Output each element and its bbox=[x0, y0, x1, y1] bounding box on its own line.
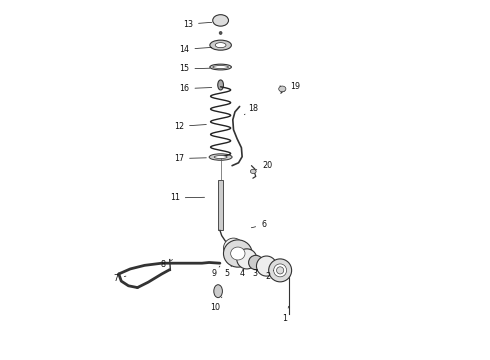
Ellipse shape bbox=[213, 66, 228, 68]
Ellipse shape bbox=[214, 156, 227, 158]
Ellipse shape bbox=[256, 256, 276, 276]
Text: 19: 19 bbox=[285, 82, 300, 91]
Text: 4: 4 bbox=[239, 269, 245, 278]
Ellipse shape bbox=[214, 285, 222, 298]
Text: 3: 3 bbox=[252, 269, 258, 278]
Ellipse shape bbox=[209, 154, 232, 160]
Text: 5: 5 bbox=[225, 266, 231, 278]
Ellipse shape bbox=[210, 64, 231, 70]
Text: 16: 16 bbox=[179, 84, 212, 93]
Ellipse shape bbox=[219, 32, 222, 35]
Text: 14: 14 bbox=[179, 45, 212, 54]
Ellipse shape bbox=[223, 238, 244, 258]
Ellipse shape bbox=[248, 255, 263, 270]
Ellipse shape bbox=[276, 267, 284, 274]
Ellipse shape bbox=[274, 264, 287, 277]
Text: 9: 9 bbox=[211, 266, 220, 278]
Ellipse shape bbox=[210, 40, 231, 50]
Ellipse shape bbox=[223, 240, 252, 267]
Text: 1: 1 bbox=[282, 306, 289, 323]
Ellipse shape bbox=[250, 169, 256, 174]
Ellipse shape bbox=[237, 249, 257, 269]
Text: 10: 10 bbox=[210, 297, 222, 312]
Text: 8: 8 bbox=[160, 260, 172, 270]
Text: 7: 7 bbox=[114, 274, 126, 283]
Ellipse shape bbox=[215, 42, 226, 48]
Ellipse shape bbox=[218, 80, 223, 90]
Text: 18: 18 bbox=[245, 104, 258, 115]
Text: 12: 12 bbox=[174, 122, 206, 131]
Text: 6: 6 bbox=[251, 220, 266, 229]
Text: 13: 13 bbox=[183, 19, 212, 28]
Text: 15: 15 bbox=[179, 64, 210, 73]
Text: 20: 20 bbox=[256, 161, 272, 170]
Ellipse shape bbox=[269, 259, 292, 282]
Ellipse shape bbox=[231, 247, 245, 260]
Text: 2: 2 bbox=[266, 270, 274, 281]
Text: 17: 17 bbox=[174, 154, 206, 163]
Ellipse shape bbox=[279, 86, 286, 92]
Text: 11: 11 bbox=[170, 193, 204, 202]
Bar bbox=[219, 180, 223, 230]
Ellipse shape bbox=[213, 15, 228, 26]
